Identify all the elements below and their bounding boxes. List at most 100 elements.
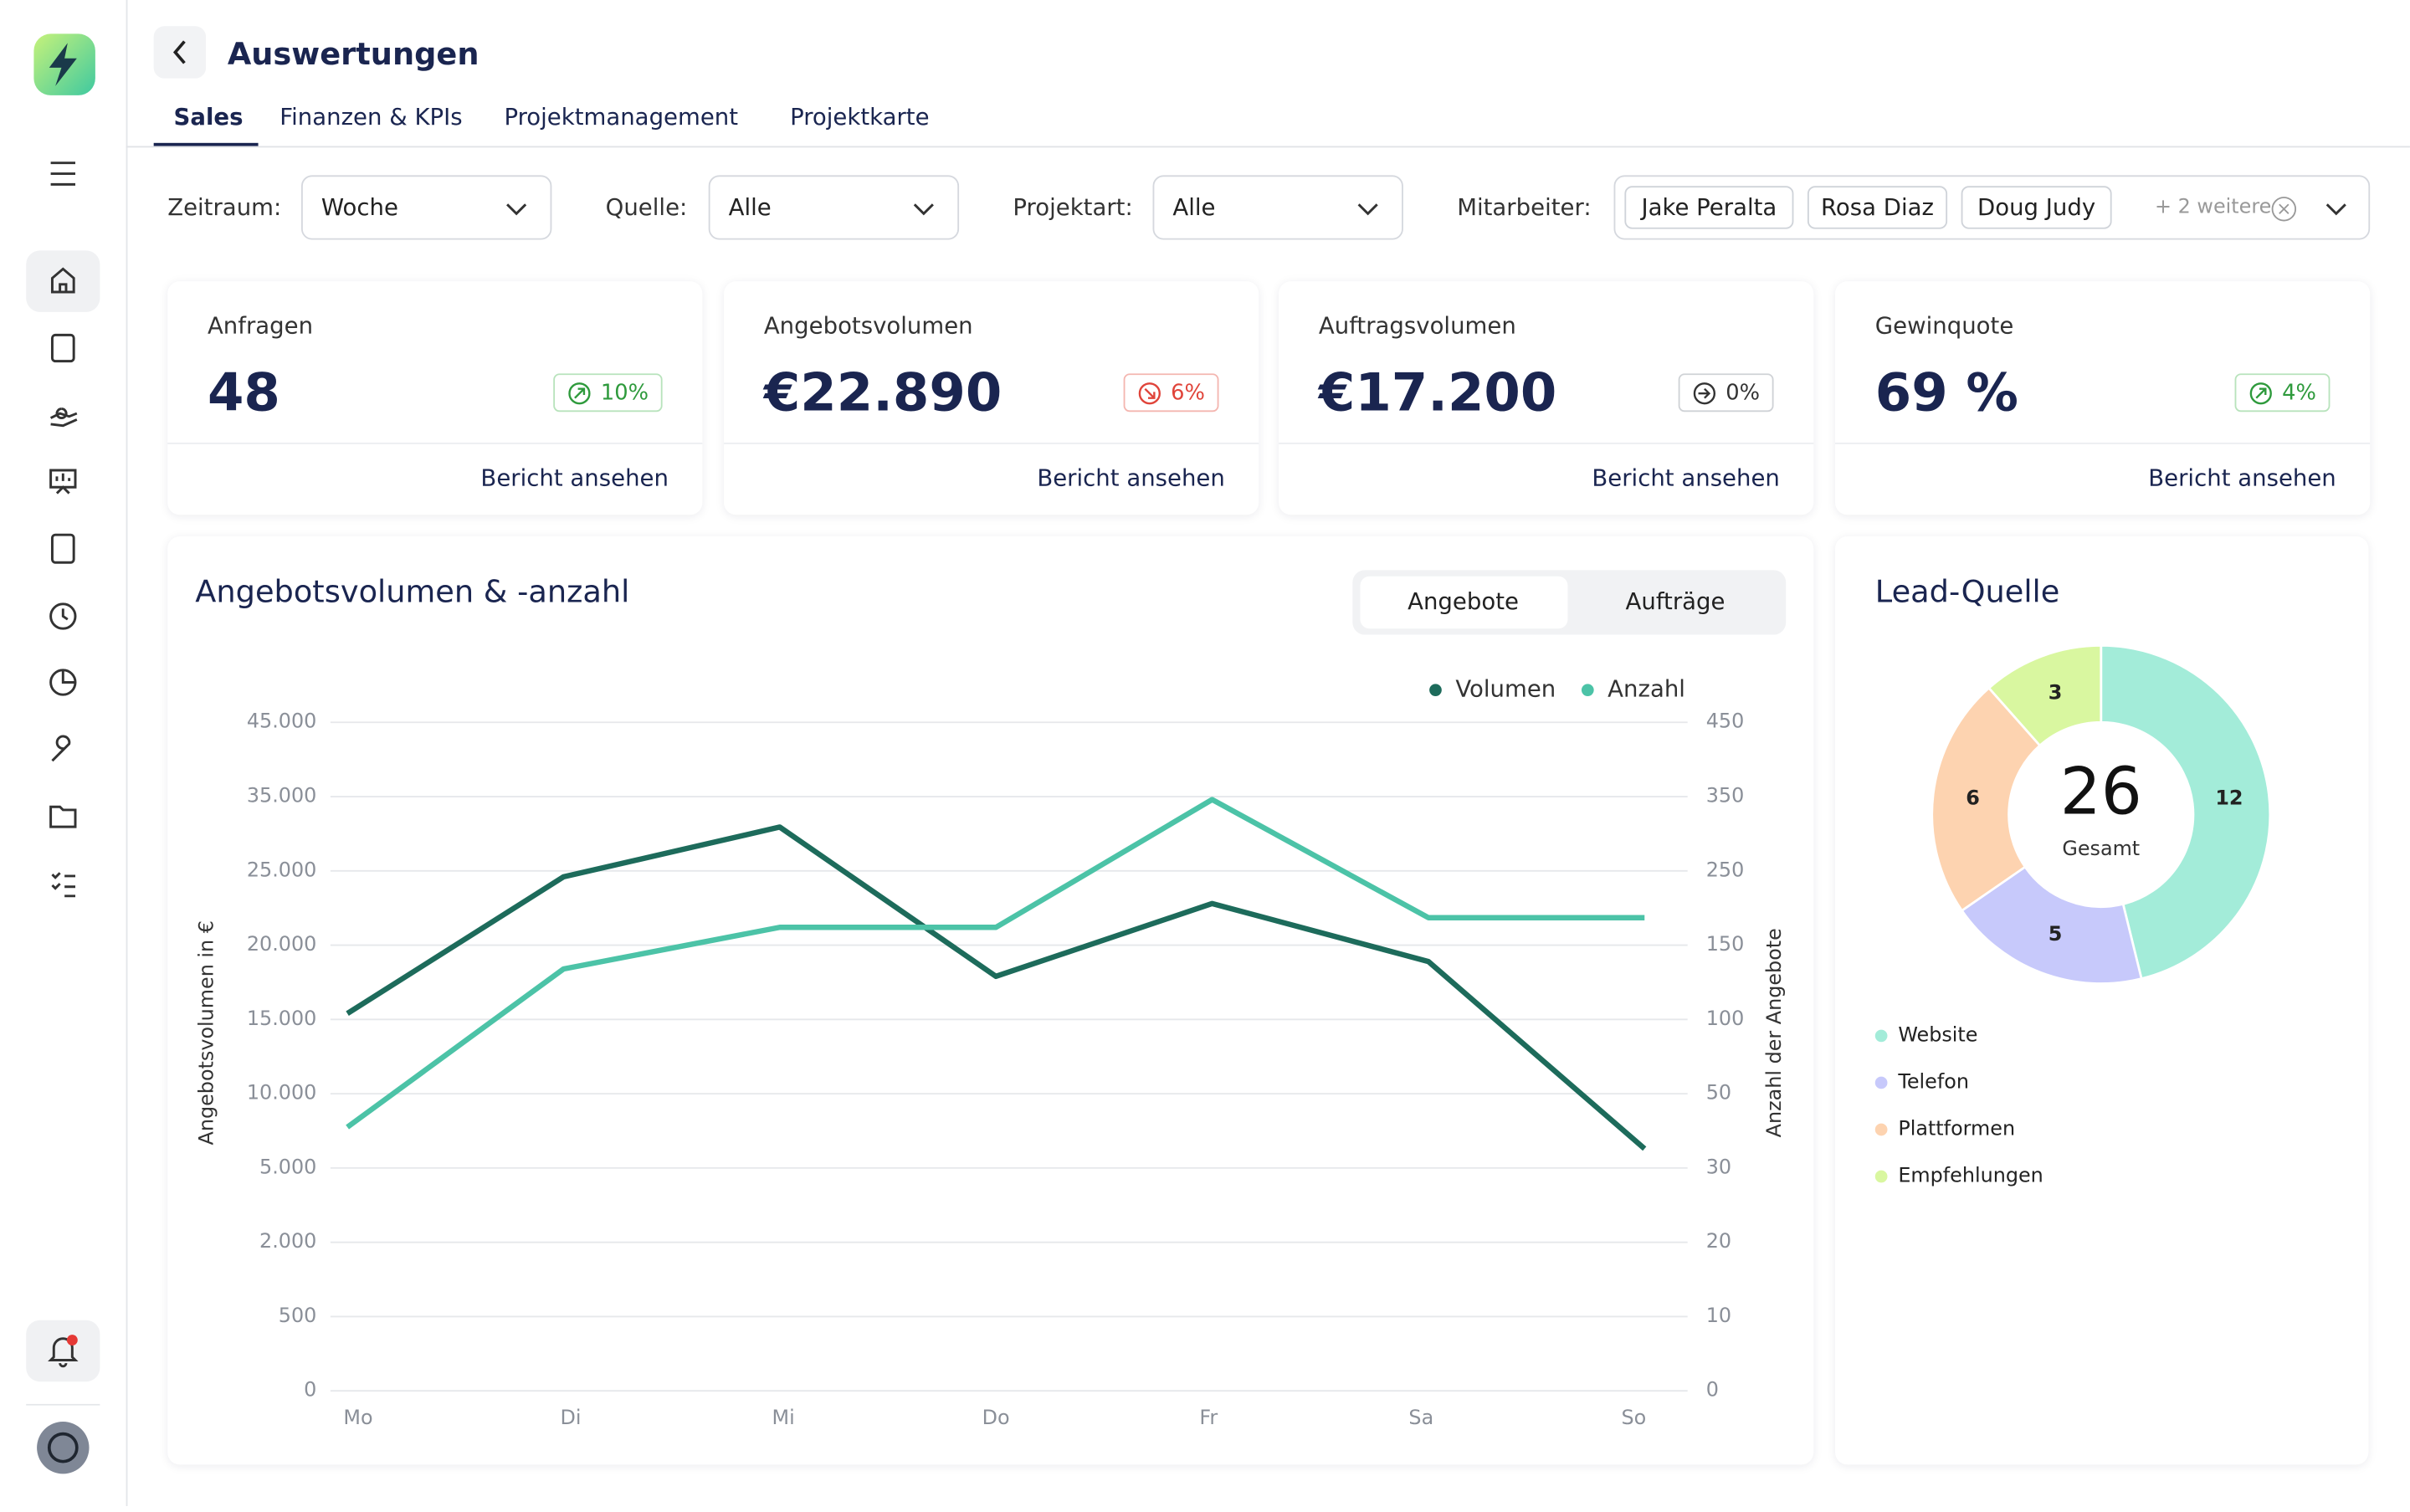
filter-label: Mitarbeiter: xyxy=(1457,193,1592,222)
select-value: Alle xyxy=(728,193,772,222)
donut-chart: Lead-Quelle 12 Website 5 Telefon 6 Plattformen… xyxy=(1874,573,2272,1187)
menu-icon[interactable] xyxy=(50,161,75,186)
x-tick-label: Sa xyxy=(1408,1406,1433,1429)
chevron xyxy=(1357,203,1378,216)
kpi-card xyxy=(1279,281,1814,515)
chevron xyxy=(506,203,527,216)
filter-select[interactable]: Alle xyxy=(1152,175,1403,240)
tab[interactable]: Projektkarte xyxy=(790,103,930,131)
donut-segment xyxy=(1987,644,2103,747)
select-value: Alle xyxy=(1172,193,1216,222)
kpi-title: Auftragsvolumen xyxy=(1318,311,1516,340)
kpi-divider xyxy=(167,442,703,444)
line-chart: Angebotsvolumen & -anzahl Angebote Aufträg… xyxy=(194,570,1787,1429)
filter-select[interactable]: Woche xyxy=(300,175,552,240)
legend-dot xyxy=(1874,1076,1888,1089)
legend-label: Telefon xyxy=(1897,1069,1969,1093)
kpi-title: Angebotsvolumen xyxy=(763,311,973,340)
back-button[interactable] xyxy=(153,26,207,79)
employee-chip[interactable]: Doug Judy xyxy=(1961,186,2112,229)
notifications[interactable] xyxy=(48,1337,79,1368)
legend-label: Volumen xyxy=(1455,676,1556,703)
segment-label: 6 xyxy=(1966,786,1980,809)
y-tick-label: 15.000 xyxy=(247,1007,317,1030)
kpi-value: 69 % xyxy=(1874,362,2018,424)
clear-icon[interactable] xyxy=(2270,195,2298,223)
y-axis-title: Angebotsvolumen in € xyxy=(194,920,218,1145)
nav-folder[interactable] xyxy=(49,805,77,828)
y2-tick-label: 100 xyxy=(1706,1007,1745,1030)
employee-chip[interactable]: Jake Peralta xyxy=(1624,186,1794,229)
donut-total: 26 xyxy=(2060,754,2142,829)
y-tick-label: 0 xyxy=(304,1378,316,1402)
kpi-link[interactable]: Bericht ansehen xyxy=(1037,464,1225,492)
kpi-link[interactable]: Bericht ansehen xyxy=(480,464,669,492)
sidebar xyxy=(0,0,128,1506)
kpi-badge: 4% xyxy=(2234,373,2331,413)
kpi-card xyxy=(167,281,703,515)
kpi-divider xyxy=(1835,442,2371,444)
kpi-value: €17.200 xyxy=(1318,362,1557,424)
chevron xyxy=(2325,203,2346,216)
kpi-divider xyxy=(724,442,1259,444)
page-title: Auswertungen xyxy=(227,35,479,73)
y-tick-label: 500 xyxy=(279,1304,317,1327)
donut-segment xyxy=(2100,644,2272,981)
filter-label: Projektart: xyxy=(1013,193,1133,222)
nav-presentation[interactable] xyxy=(49,469,77,495)
y-tick-label: 5.000 xyxy=(259,1155,316,1178)
nav-contacts[interactable] xyxy=(50,333,75,363)
legend-dot xyxy=(1874,1123,1888,1136)
legend-label: Anzahl xyxy=(1608,676,1685,703)
legend-label: Empfehlungen xyxy=(1898,1163,2043,1187)
kpi-badge: 10% xyxy=(552,373,663,413)
toggle-option[interactable]: Angebote xyxy=(1408,588,1519,615)
donut-segment xyxy=(1931,686,2042,913)
kpi-badge: 0% xyxy=(1678,373,1774,413)
y2-tick-label: 10 xyxy=(1706,1304,1731,1327)
chevron xyxy=(913,203,934,216)
kpi-link[interactable]: Bericht ansehen xyxy=(1592,464,1780,492)
legend-label: Plattformen xyxy=(1898,1116,2015,1140)
nav-clock[interactable] xyxy=(49,602,77,630)
kpi-divider xyxy=(1279,442,1814,444)
x-tick-label: Do xyxy=(982,1406,1010,1429)
nav-deals[interactable] xyxy=(49,407,78,428)
avatar[interactable] xyxy=(37,1421,90,1474)
nav-home[interactable] xyxy=(50,267,75,294)
y-tick-label: 35.000 xyxy=(247,784,317,807)
trend-icon xyxy=(568,382,591,405)
y2-tick-label: 450 xyxy=(1706,710,1745,733)
y-tick-label: 25.000 xyxy=(247,858,317,881)
employee-chip[interactable]: Rosa Diaz xyxy=(1807,186,1948,229)
legend-dot xyxy=(1874,1029,1888,1043)
y-tick-label: 45.000 xyxy=(247,710,317,733)
y2-tick-label: 350 xyxy=(1706,784,1745,807)
nav-tools[interactable] xyxy=(51,735,71,762)
y-tick-label: 2.000 xyxy=(259,1229,316,1253)
nav-calculator[interactable] xyxy=(50,533,75,564)
legend-dot xyxy=(1874,1170,1888,1183)
nav-tasks[interactable] xyxy=(51,872,75,898)
legend-dot xyxy=(1429,684,1442,697)
tab[interactable]: Projektmanagement xyxy=(504,103,739,131)
kpi-value: €22.890 xyxy=(763,362,1002,424)
y2-tick-label: 20 xyxy=(1706,1229,1731,1253)
chart-title: Lead-Quelle xyxy=(1875,573,2060,609)
y2-tick-label: 0 xyxy=(1706,1378,1719,1402)
filter-label: Quelle: xyxy=(605,193,688,222)
trend-icon xyxy=(1693,382,1715,405)
sidebar-icons xyxy=(26,33,100,1474)
filter-select[interactable]: Alle xyxy=(708,175,960,240)
segment-label: 3 xyxy=(2048,681,2063,705)
kpi-title: Anfragen xyxy=(207,311,314,340)
toggle-option[interactable]: Aufträge xyxy=(1626,588,1725,615)
tab[interactable]: Finanzen & KPIs xyxy=(279,103,463,131)
tab[interactable]: Sales xyxy=(173,103,244,131)
y2-tick-label: 150 xyxy=(1706,932,1745,956)
kpi-value: 48 xyxy=(207,362,280,424)
kpi-link[interactable]: Bericht ansehen xyxy=(2148,464,2336,492)
y-tick-label: 20.000 xyxy=(247,932,317,956)
y-tick-label: 10.000 xyxy=(247,1081,317,1105)
